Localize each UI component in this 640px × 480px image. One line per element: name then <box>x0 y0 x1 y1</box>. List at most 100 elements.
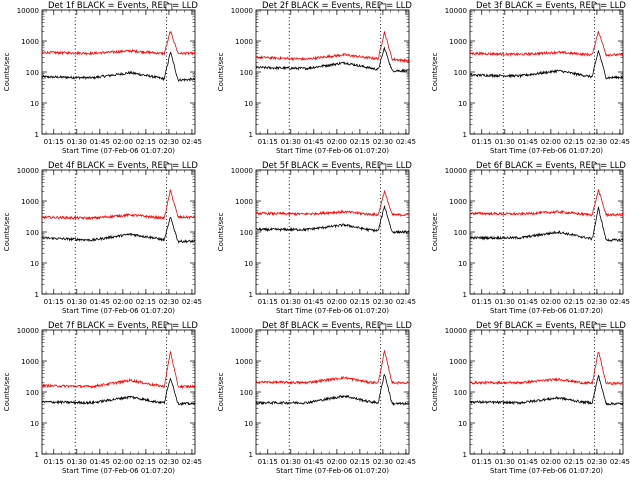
y-tick-label: 10000 <box>445 167 467 175</box>
y-tick-label: 1000 <box>449 358 467 366</box>
plot-frame <box>41 329 196 455</box>
y-tick-label: 100 <box>26 69 39 77</box>
x-axis-label: Start Time (07-Feb-06 01:07:20) <box>276 307 389 315</box>
x-axis-label: Start Time (07-Feb-06 01:07:20) <box>62 467 175 475</box>
y-tick-label: 100 <box>454 229 467 237</box>
series-lld-line <box>255 349 410 386</box>
x-tick-label: 02:00 <box>113 458 133 466</box>
x-tick-label: 01:45 <box>90 458 110 466</box>
x-axis-label: Start Time (07-Feb-06 01:07:20) <box>490 467 603 475</box>
time-marker-box <box>593 323 601 331</box>
y-tick-label: 10 <box>244 260 253 268</box>
plot-frame <box>255 169 410 295</box>
x-tick-label: 01:30 <box>67 298 87 306</box>
x-tick-label: 02:45 <box>182 458 202 466</box>
x-tick-label: 02:45 <box>182 138 202 146</box>
y-tick-label: 10 <box>244 100 253 108</box>
y-tick-label: 10000 <box>17 167 39 175</box>
chart-panel-6: Det 6f BLACK = Events, RED = LLD 1 10 100 10… <box>431 161 630 315</box>
chart-title: Det 3f BLACK = Events, RED = LLD <box>476 1 626 11</box>
y-tick-label: 1 <box>35 451 39 459</box>
x-tick-label: 02:00 <box>541 458 561 466</box>
y-axis-label: Counts/sec <box>3 213 11 252</box>
chart-panel-7: Det 7f BLACK = Events, RED = LLD 1 10 100 10… <box>3 321 202 475</box>
time-marker-box <box>379 3 387 11</box>
x-axis-label: Start Time (07-Feb-06 01:07:20) <box>490 147 603 155</box>
chart-title: Det 8f BLACK = Events, RED = LLD <box>262 321 412 331</box>
chart-title: Det 1f BLACK = Events, RED = LLD <box>48 1 198 11</box>
series-events-line <box>469 205 624 243</box>
x-tick-label: 01:30 <box>281 298 301 306</box>
x-tick-label: 01:15 <box>44 138 64 146</box>
x-tick-label: 02:15 <box>136 298 156 306</box>
x-tick-label: 01:30 <box>495 298 515 306</box>
y-tick-label: 100 <box>454 69 467 77</box>
plot-frame <box>255 9 410 135</box>
x-tick-label: 02:45 <box>610 458 630 466</box>
y-tick-label: 10000 <box>445 7 467 15</box>
x-tick-label: 01:45 <box>90 298 110 306</box>
x-tick-label: 01:15 <box>258 298 278 306</box>
y-tick-label: 100 <box>240 69 253 77</box>
x-tick-label: 01:45 <box>304 298 324 306</box>
chart-panel-1: Det 1f BLACK = Events, RED = LLD 1 10 100 10… <box>3 1 202 155</box>
time-marker-box <box>593 163 601 171</box>
x-tick-label: 01:15 <box>258 138 278 146</box>
y-tick-label: 1000 <box>21 198 39 206</box>
plot-frame <box>41 9 196 135</box>
x-tick-label: 01:45 <box>304 138 324 146</box>
x-tick-label: 02:15 <box>136 138 156 146</box>
series-events-line <box>41 216 196 244</box>
y-tick-label: 10 <box>30 420 39 428</box>
x-tick-label: 02:00 <box>327 138 347 146</box>
y-tick-label: 1000 <box>235 198 253 206</box>
series-events-line <box>255 46 410 73</box>
y-tick-label: 10 <box>30 100 39 108</box>
x-tick-label: 01:45 <box>518 458 538 466</box>
x-tick-label: 02:30 <box>373 298 393 306</box>
x-tick-label: 02:15 <box>136 458 156 466</box>
chart-panel-8: Det 8f BLACK = Events, RED = LLD 1 10 100 10… <box>217 321 416 475</box>
y-tick-label: 10000 <box>17 7 39 15</box>
x-tick-label: 01:30 <box>495 458 515 466</box>
x-tick-label: 01:30 <box>67 138 87 146</box>
x-tick-label: 02:00 <box>541 298 561 306</box>
x-tick-label: 01:15 <box>472 138 492 146</box>
series-events-line <box>41 51 196 82</box>
y-tick-label: 10 <box>244 420 253 428</box>
x-tick-label: 01:30 <box>495 138 515 146</box>
x-tick-label: 02:45 <box>610 298 630 306</box>
x-tick-label: 02:45 <box>396 138 416 146</box>
x-axis-label: Start Time (07-Feb-06 01:07:20) <box>276 147 389 155</box>
y-tick-label: 10 <box>30 260 39 268</box>
x-tick-label: 02:15 <box>564 138 584 146</box>
x-tick-label: 02:45 <box>610 138 630 146</box>
y-axis-label: Counts/sec <box>217 213 225 252</box>
series-lld-line <box>469 351 624 386</box>
x-tick-label: 01:45 <box>304 458 324 466</box>
y-axis-label: Counts/sec <box>3 373 11 412</box>
y-tick-label: 1000 <box>449 198 467 206</box>
x-tick-label: 02:00 <box>113 298 133 306</box>
series-lld-line <box>255 190 410 218</box>
y-tick-label: 1 <box>463 291 467 299</box>
series-events-line <box>469 374 624 406</box>
y-tick-label: 100 <box>26 389 39 397</box>
x-tick-label: 02:30 <box>159 458 179 466</box>
x-tick-label: 02:00 <box>327 458 347 466</box>
y-axis-label: Counts/sec <box>3 53 11 92</box>
x-tick-label: 02:45 <box>396 298 416 306</box>
x-axis-label: Start Time (07-Feb-06 01:07:20) <box>62 307 175 315</box>
series-lld-line <box>255 31 410 64</box>
time-marker-box <box>165 3 173 11</box>
time-marker-box <box>593 3 601 11</box>
x-tick-label: 01:30 <box>281 458 301 466</box>
x-tick-label: 01:15 <box>472 298 492 306</box>
x-tick-label: 02:45 <box>182 298 202 306</box>
y-tick-label: 1000 <box>21 38 39 46</box>
x-tick-label: 02:30 <box>373 458 393 466</box>
series-lld-line <box>469 30 624 58</box>
x-tick-label: 01:15 <box>472 458 492 466</box>
chart-title: Det 2f BLACK = Events, RED = LLD <box>262 1 412 11</box>
x-tick-label: 01:15 <box>44 458 64 466</box>
